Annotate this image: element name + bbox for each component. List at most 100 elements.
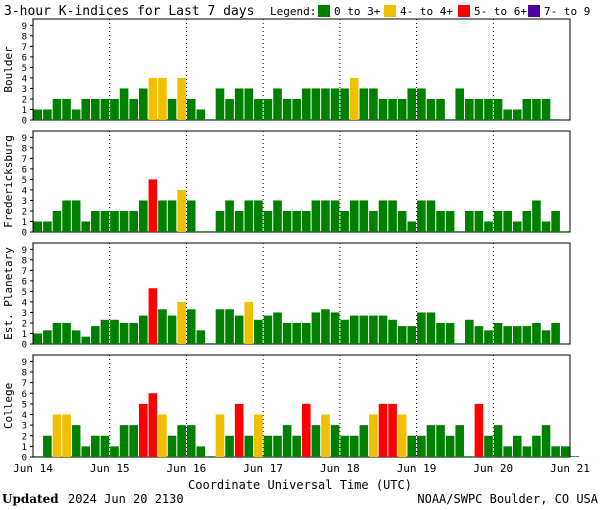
y-tick-label: 9 xyxy=(22,134,27,144)
k-bar xyxy=(302,88,311,120)
legend-item: 4- to 4+ xyxy=(384,5,453,18)
k-bar xyxy=(244,435,254,457)
k-bar xyxy=(110,210,119,232)
k-bar xyxy=(167,200,177,232)
k-bar xyxy=(407,435,417,457)
k-bar xyxy=(71,330,81,344)
k-bar xyxy=(445,119,455,120)
k-bar xyxy=(455,343,465,344)
k-bar xyxy=(282,98,292,120)
k-bar xyxy=(177,77,186,120)
k-bar xyxy=(273,435,282,457)
k-bar xyxy=(359,88,369,120)
k-bar xyxy=(91,98,100,120)
x-tick-label: Jun 16 xyxy=(167,462,207,475)
k-bar xyxy=(465,210,474,232)
k-bar xyxy=(512,109,522,120)
y-tick-label: 1 xyxy=(22,443,27,453)
k-bar xyxy=(206,343,215,344)
k-bar xyxy=(100,435,110,457)
k-bar xyxy=(148,179,158,232)
k-bar xyxy=(148,393,158,457)
k-bar xyxy=(52,414,62,457)
k-bar xyxy=(311,312,321,344)
k-bar xyxy=(263,315,273,344)
k-bar xyxy=(484,330,493,344)
y-tick-label: 7 xyxy=(22,267,27,277)
k-bar xyxy=(81,446,91,457)
k-bar xyxy=(129,98,138,120)
k-bar xyxy=(426,312,436,344)
credit-text: NOAA/SWPC Boulder, CO USA xyxy=(417,492,598,506)
k-bar xyxy=(177,301,186,344)
x-tick-label: Jun 15 xyxy=(90,462,130,475)
k-bar xyxy=(167,98,177,120)
k-bar xyxy=(321,309,330,344)
k-bar xyxy=(532,98,541,120)
x-tick-label: Jun 14 xyxy=(13,462,53,475)
k-bar xyxy=(397,326,407,344)
k-bar xyxy=(321,200,330,232)
k-bar xyxy=(263,98,273,120)
k-bar xyxy=(263,210,273,232)
k-bar xyxy=(225,309,234,344)
k-bar xyxy=(186,309,196,344)
k-bar xyxy=(234,210,244,232)
k-bar xyxy=(62,322,71,344)
y-tick-label: 2 xyxy=(22,319,27,329)
k-bar xyxy=(52,210,62,232)
k-bar xyxy=(388,98,397,120)
k-bar xyxy=(321,88,330,120)
k-bar xyxy=(378,315,388,344)
k-bar xyxy=(71,425,81,457)
k-bar xyxy=(321,414,330,457)
y-tick-label: 0 xyxy=(22,229,27,239)
footer: Updated 2024 Jun 20 2130 NOAA/SWPC Bould… xyxy=(2,492,599,506)
k-bar xyxy=(71,109,81,120)
k-bar xyxy=(493,98,503,120)
y-tick-label: 4 xyxy=(22,186,27,196)
k-bar xyxy=(196,446,206,457)
k-bar xyxy=(52,322,62,344)
k-bar xyxy=(244,301,254,344)
legend-label: Legend: xyxy=(270,5,316,18)
k-bar xyxy=(340,210,349,232)
y-tick-label: 8 xyxy=(22,32,27,42)
y-tick-label: 2 xyxy=(22,95,27,105)
chart-title: 3-hour K-indices for Last 7 days xyxy=(4,4,254,19)
legend-item-label: 4- to 4+ xyxy=(400,5,453,18)
k-bar xyxy=(254,200,263,232)
k-bar xyxy=(532,322,541,344)
k-bar xyxy=(388,200,397,232)
k-bar xyxy=(244,88,254,120)
k-bar xyxy=(369,414,378,457)
k-bar xyxy=(541,221,551,232)
k-bar xyxy=(512,326,522,344)
k-bar xyxy=(215,309,225,344)
k-bar xyxy=(455,425,465,457)
k-bar xyxy=(407,221,417,232)
k-bar xyxy=(311,425,321,457)
k-bar xyxy=(330,425,340,457)
k-bar xyxy=(369,210,378,232)
k-bar xyxy=(560,446,570,457)
k-bar xyxy=(330,312,340,344)
k-bar xyxy=(234,88,244,120)
k-bar xyxy=(397,210,407,232)
k-bar xyxy=(273,88,282,120)
k-bar xyxy=(138,88,148,120)
k-bar xyxy=(215,210,225,232)
k-bar xyxy=(522,98,532,120)
k-bar xyxy=(551,119,560,120)
k-bar xyxy=(119,88,129,120)
panels: 0123456789Boulder0123456789Fredericksbur… xyxy=(2,18,580,464)
y-tick-label: 1 xyxy=(22,106,27,116)
k-bar xyxy=(474,403,484,457)
k-bar xyxy=(273,312,282,344)
k-bar xyxy=(484,221,493,232)
legend: 0 to 3+ 4- to 4+ 5- to 6+ 7- to 9 xyxy=(318,5,590,18)
k-bar xyxy=(302,322,311,344)
k-bar xyxy=(311,88,321,120)
k-bar xyxy=(493,210,503,232)
